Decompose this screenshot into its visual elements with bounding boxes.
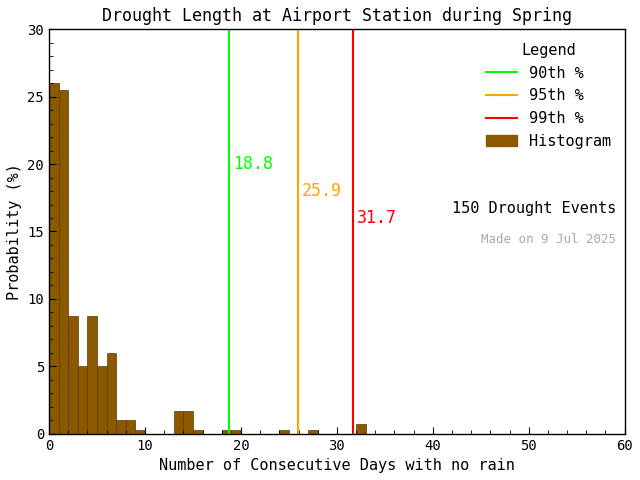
Text: 31.7: 31.7 [357, 209, 397, 227]
Title: Drought Length at Airport Station during Spring: Drought Length at Airport Station during… [102, 7, 572, 25]
Bar [126, 420, 136, 433]
Bar [97, 366, 107, 433]
Bar [184, 411, 193, 433]
Bar [88, 316, 97, 433]
Text: 150 Drought Events: 150 Drought Events [452, 201, 616, 216]
Bar [193, 430, 203, 433]
Bar [222, 430, 232, 433]
Legend: 90th %, 95th %, 99th %, Histogram: 90th %, 95th %, 99th %, Histogram [480, 37, 617, 155]
Bar [356, 424, 365, 433]
Bar [116, 420, 126, 433]
Text: 18.8: 18.8 [234, 155, 273, 173]
Bar [232, 430, 241, 433]
Text: Made on 9 Jul 2025: Made on 9 Jul 2025 [481, 233, 616, 247]
Text: 25.9: 25.9 [301, 182, 341, 200]
Bar [136, 430, 145, 433]
Bar [279, 430, 289, 433]
Bar [59, 90, 68, 433]
Bar [78, 366, 88, 433]
Bar [107, 353, 116, 433]
Bar [49, 83, 59, 433]
X-axis label: Number of Consecutive Days with no rain: Number of Consecutive Days with no rain [159, 458, 515, 473]
Bar [308, 430, 317, 433]
Y-axis label: Probability (%): Probability (%) [7, 163, 22, 300]
Bar [174, 411, 184, 433]
Bar [68, 316, 78, 433]
